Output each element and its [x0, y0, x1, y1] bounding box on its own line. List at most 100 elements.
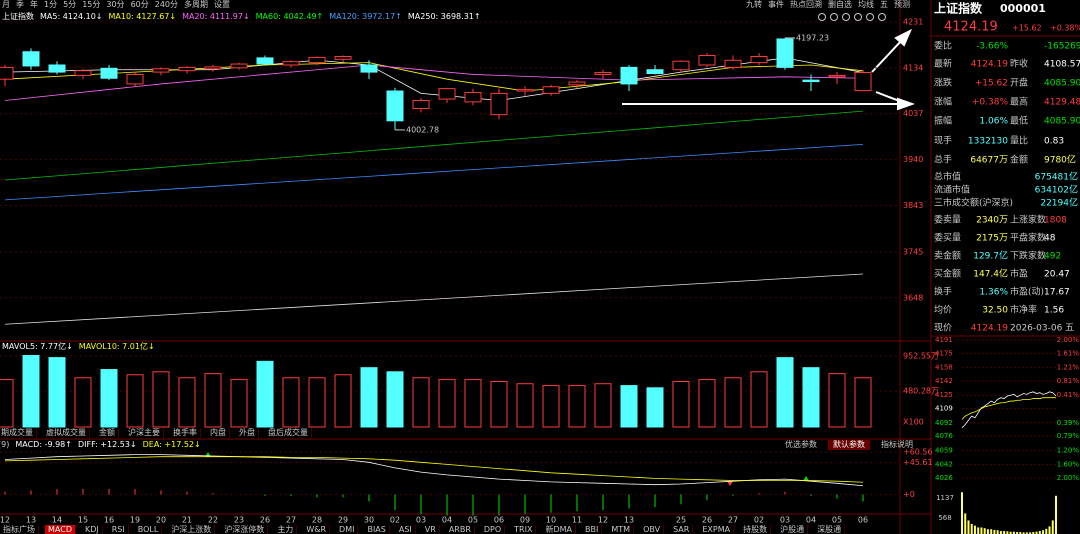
indicator-tab[interactable]: ASI — [396, 525, 416, 534]
indicator-tab[interactable]: 持股数 — [740, 525, 772, 534]
volume-bar — [568, 385, 586, 428]
tool-icons[interactable] — [818, 13, 886, 21]
indicator-tab[interactable]: W&R — [303, 525, 331, 534]
ma-label: MA10: 4127.67↓ — [108, 12, 177, 21]
indicator-tab[interactable]: 沪深涨停数 — [221, 525, 269, 534]
tool-button[interactable]: 九转 — [746, 0, 762, 9]
period-tab[interactable]: 30分 — [106, 0, 125, 9]
indicator-tab[interactable]: TRIX — [511, 525, 537, 534]
x-tick-label: 02 — [754, 516, 764, 525]
macd-button[interactable]: 指标说明 — [881, 440, 913, 449]
indicator-tab[interactable]: 沪股通 — [777, 525, 809, 534]
x-tick-label: 12 — [598, 516, 608, 525]
period-tab[interactable]: 季 — [16, 0, 24, 9]
y-tick-label: 4231 — [903, 17, 923, 26]
intraday-line — [961, 397, 1056, 420]
indicator-tab[interactable]: SAR — [670, 525, 694, 534]
indicator-tab[interactable]: RSI — [109, 525, 129, 534]
indicator-tab[interactable]: BIAS — [364, 525, 390, 534]
indicator-tab[interactable]: VR — [422, 525, 440, 534]
index-name: 上证指数 — [2, 12, 34, 21]
vol-tab[interactable]: 盘后成交量 — [265, 428, 312, 438]
vol-tab[interactable]: 虚拟成交量 — [43, 428, 90, 438]
indicator-tab[interactable]: OBV — [640, 525, 665, 534]
y-tick-label: 4134 — [903, 63, 923, 72]
tool-button[interactable]: 五 — [880, 0, 888, 9]
y-tick-label: 4059 — [935, 446, 953, 454]
vol-tab[interactable]: 金额 — [96, 428, 119, 438]
y-tick-label: 4042 — [935, 461, 953, 469]
indicator-tab[interactable]: MACD — [45, 525, 76, 534]
quote-cell: 0.83 — [1044, 137, 1064, 147]
quote-cell: +15.62 — [975, 79, 1008, 89]
quote-cell: 市净率 — [1010, 304, 1037, 316]
quote-cell: 振幅 — [934, 115, 952, 127]
period-tab[interactable]: 15分 — [82, 0, 101, 9]
macd-button[interactable]: 默认参数 — [828, 440, 870, 450]
indicator-tab[interactable]: BOLL — [135, 525, 163, 534]
quote-cell: 委买量 — [934, 232, 961, 244]
period-tab[interactable]: 月 — [2, 0, 10, 9]
tool-button[interactable]: 事件 — [768, 0, 784, 9]
macd-button[interactable]: 优选参数 — [785, 440, 817, 449]
indicator-tab[interactable]: 深股通 — [814, 525, 846, 534]
indicator-tab[interactable]: ARBR — [446, 525, 475, 534]
y-tick-label: 4076 — [935, 432, 953, 440]
tool-button[interactable]: 预测 — [894, 0, 910, 9]
quote-title: 上证指数 — [934, 1, 983, 16]
indicator-tab[interactable]: DPO — [481, 525, 506, 534]
tool-button[interactable]: 删自选 — [828, 0, 852, 9]
indicator-tab[interactable]: 指标广场 — [0, 525, 39, 534]
indicator-tab[interactable]: BBI — [582, 525, 603, 534]
volume-bar — [464, 379, 482, 428]
candle-body — [750, 55, 768, 64]
x-tick-label: 20 — [156, 516, 166, 525]
candle-body — [308, 56, 326, 64]
indicator-tab[interactable]: KDJ — [82, 525, 103, 534]
period-tab[interactable]: 设置 — [214, 0, 231, 9]
x-tick-label: 26 — [702, 516, 712, 525]
y-tick-label: +45.61 — [903, 458, 933, 467]
period-tab[interactable]: 60分 — [130, 0, 149, 9]
candle-body — [490, 92, 508, 116]
period-tab[interactable]: 多周期 — [184, 0, 209, 9]
period-tab[interactable]: 年 — [30, 0, 38, 9]
vol-tab[interactable]: 沪深主要 — [125, 428, 164, 438]
vol-legend: MAVOL5: 7.77亿↓ MAVOL10: 7.01亿↓ — [2, 342, 161, 352]
y-tick-label: 4037 — [903, 109, 923, 118]
quote-cell: 1.56 — [1044, 306, 1064, 316]
volume-bar — [542, 385, 560, 428]
period-tab[interactable]: 240分 — [154, 0, 179, 9]
period-tab[interactable]: 5分 — [63, 0, 77, 9]
candle-body — [178, 66, 196, 72]
indicator-tab[interactable]: DMI — [336, 525, 359, 534]
candle-body — [126, 73, 144, 85]
volume-bar — [620, 385, 638, 428]
vol-tab[interactable]: 内盘 — [207, 428, 230, 438]
x-tick-label: 12 — [0, 516, 10, 525]
macd-line — [4, 454, 864, 487]
indicator-tab[interactable]: 沪深上涨数 — [168, 525, 216, 534]
x-tick-label: 03 — [780, 516, 790, 525]
vol-tab[interactable]: 换手率 — [170, 428, 201, 438]
indicator-tab[interactable]: 主力 — [274, 525, 298, 534]
ma-label: MA60: 4042.49↑ — [255, 12, 324, 21]
candle-body — [594, 72, 612, 75]
indicator-tab[interactable]: MTM — [608, 525, 635, 534]
vol-tab[interactable]: 外盘 — [236, 428, 259, 438]
y-tick-label: 4125 — [935, 391, 953, 399]
tool-button[interactable]: 热点回溯 — [790, 0, 822, 9]
candle-body — [256, 57, 274, 65]
vol-tab[interactable]: 周期成交量 — [0, 428, 37, 438]
volume-bar — [412, 377, 430, 428]
quote-cell: 4124.19 — [971, 324, 1008, 334]
signal-marker — [727, 481, 733, 486]
quote-cell: 平盘家数 — [1010, 232, 1046, 244]
y-tick-label: 4158 — [935, 364, 953, 372]
indicator-tab[interactable]: 新DMA — [542, 525, 577, 534]
indicator-tab[interactable]: EXPMA — [699, 525, 735, 534]
period-tab[interactable]: 1分 — [44, 0, 58, 9]
quote-cell: 上涨家数 — [1010, 214, 1046, 226]
candle-body — [152, 68, 170, 73]
tool-button[interactable]: 均线 — [858, 0, 874, 9]
